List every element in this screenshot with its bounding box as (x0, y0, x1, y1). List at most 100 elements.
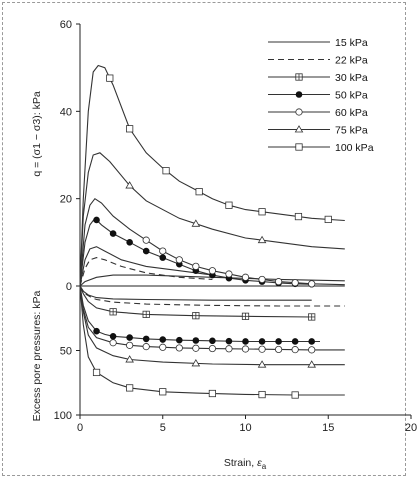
y-tick-label-pore: 50 (60, 346, 72, 358)
legend-marker-75-kpa (294, 125, 304, 133)
pore-point-100-kpa (126, 384, 134, 392)
deviator-curve-100-kpa (79, 64, 345, 287)
x-axis-label: Strain, εa (224, 457, 267, 471)
deviator-point-60-kpa (159, 247, 167, 255)
deviator-point-60-kpa (274, 278, 283, 286)
deviator-point-100-kpa (324, 215, 332, 224)
y-tick-label-deviator: 20 (60, 194, 72, 206)
pore-point-100-kpa (208, 389, 216, 398)
pore-point-30-kpa (241, 312, 250, 320)
deviator-curve-22-kpa (79, 257, 213, 287)
pore-point-75-kpa (257, 360, 267, 368)
deviator-point-75-kpa (191, 219, 201, 227)
pore-point-60-kpa (225, 345, 233, 353)
deviator-point-60-kpa (225, 270, 233, 278)
pore-point-60-kpa (159, 343, 167, 351)
pore-point-50-kpa (109, 333, 117, 340)
deviator-curve-15-kpa (79, 274, 345, 287)
deviator-point-50-kpa (126, 239, 133, 246)
y-tick-label-deviator: 0 (66, 281, 72, 293)
deviator-point-50-kpa (109, 230, 117, 237)
deviator-point-60-kpa (175, 256, 183, 264)
pore-point-60-kpa (258, 345, 266, 353)
pore-point-30-kpa (192, 312, 200, 320)
pore-point-60-kpa (291, 346, 299, 354)
legend-label-50-kpa: 50 kPa (335, 90, 368, 102)
pore-point-50-kpa (275, 338, 282, 345)
x-tick-label: 0 (77, 422, 83, 434)
legend-label-60-kpa: 60 kPa (335, 107, 368, 119)
legend-label-100-kpa: 100 kPa (335, 142, 374, 154)
deviator-curve-75-kpa (79, 152, 345, 287)
deviator-point-100-kpa (225, 201, 233, 209)
pore-curve-22-kpa (79, 285, 345, 307)
pore-point-100-kpa (159, 388, 167, 396)
pore-curve-15-kpa (79, 285, 312, 301)
deviator-point-100-kpa (258, 208, 266, 216)
pore-point-50-kpa (93, 327, 100, 335)
deviator-point-60-kpa (291, 279, 299, 287)
pore-point-100-kpa (92, 368, 101, 377)
pore-point-60-kpa (308, 346, 316, 354)
pore-point-50-kpa (192, 337, 200, 344)
deviator-point-60-kpa (241, 273, 250, 281)
pore-point-30-kpa (308, 313, 316, 321)
pore-curve-60-kpa (79, 285, 345, 351)
deviator-point-75-kpa (125, 181, 134, 189)
deviator-point-60-kpa (192, 262, 200, 270)
pore-point-50-kpa (176, 336, 183, 344)
deviator-point-60-kpa (258, 275, 266, 284)
pore-point-60-kpa (274, 345, 283, 354)
legend-marker-30-kpa (295, 73, 303, 81)
pore-point-50-kpa (159, 336, 167, 343)
deviator-point-60-kpa (308, 280, 316, 288)
pore-point-60-kpa (192, 344, 200, 352)
pore-point-50-kpa (209, 337, 216, 345)
legend-marker-100-kpa (295, 143, 303, 151)
legend: 15 kPa 22 kPa 30 kPa 50 kPa 60 kPa 75 kPa 100 … (268, 37, 374, 154)
pore-point-60-kpa (142, 343, 150, 351)
figure-frame (2, 2, 406, 476)
pore-point-60-kpa (109, 339, 117, 347)
pore-point-30-kpa (142, 310, 150, 318)
y-tick-label-deviator: 60 (60, 19, 72, 31)
pore-point-100-kpa (291, 391, 299, 399)
axes-group: 0 5 10 15 20 0 20 40 60 50 100 (54, 19, 417, 434)
deviator-point-100-kpa (106, 74, 114, 82)
pore-point-60-kpa (241, 345, 250, 353)
legend-label-75-kpa: 75 kPa (335, 125, 368, 137)
pore-point-50-kpa (308, 338, 316, 345)
legend-marker-50-kpa (295, 91, 303, 98)
y-axis-label-deviator: q = (σ1 − σ3): kPa (31, 91, 43, 176)
deviator-point-50-kpa (142, 247, 150, 255)
legend-label-30-kpa: 30 kPa (335, 72, 368, 84)
legend-label-22-kpa: 22 kPa (335, 55, 368, 67)
pore-point-50-kpa (258, 338, 266, 345)
pore-point-50-kpa (225, 337, 233, 345)
markers-group (92, 74, 332, 399)
pore-point-60-kpa (126, 341, 134, 349)
deviator-curve-30-kpa (79, 246, 213, 287)
deviator-point-100-kpa (294, 212, 303, 221)
pore-point-75-kpa (125, 355, 134, 363)
deviator-point-100-kpa (162, 167, 170, 175)
deviator-point-75-kpa (257, 235, 267, 244)
x-tick-label: 10 (239, 422, 251, 434)
axis-labels-group: q = (σ1 − σ3): kPa Excess pore pressures… (31, 91, 267, 471)
deviator-point-60-kpa (208, 267, 216, 275)
x-tick-label: 15 (322, 422, 334, 434)
deviator-curve-50-kpa (79, 217, 312, 287)
legend-label-15-kpa: 15 kPa (335, 37, 368, 49)
pore-point-50-kpa (242, 338, 249, 345)
pore-point-60-kpa (175, 344, 183, 352)
legend-marker-60-kpa (295, 108, 303, 116)
deviator-point-100-kpa (126, 125, 134, 133)
pore-point-30-kpa (109, 308, 117, 316)
deviator-point-50-kpa (159, 254, 167, 261)
y-tick-label-pore: 100 (54, 410, 72, 422)
pore-curve-75-kpa (79, 285, 345, 366)
pore-point-100-kpa (258, 390, 266, 399)
deviator-point-60-kpa (142, 236, 150, 244)
deviator-point-50-kpa (93, 216, 100, 224)
